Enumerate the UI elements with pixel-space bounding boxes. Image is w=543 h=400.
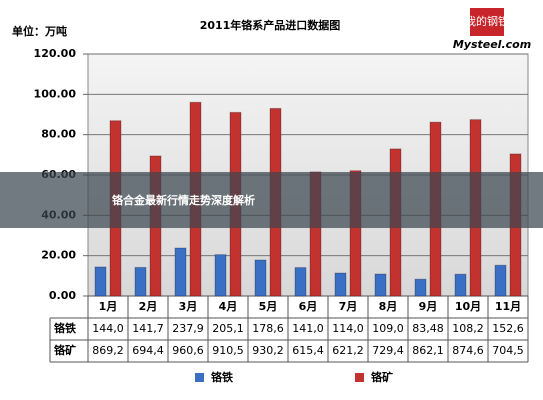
y-tick-label: 100.00 (34, 87, 77, 100)
legend-swatch (355, 373, 364, 382)
logo-bottom: Mysteel.com (453, 38, 531, 51)
table-cell: 960,6 (172, 344, 204, 357)
bar (374, 273, 387, 297)
x-tick-label: 8月 (379, 300, 398, 313)
table-cell: 694,4 (132, 344, 164, 357)
table-cell: 874,6 (452, 344, 484, 357)
table-cell: 910,5 (212, 344, 244, 357)
banner-text: 铬合金最新行情走势深度解析 (112, 193, 255, 207)
table-cell: 108,2 (452, 322, 484, 335)
y-tick-label: 0.00 (49, 289, 76, 302)
x-tick-label: 3月 (179, 300, 198, 313)
table-cell: 144,0 (92, 322, 124, 335)
table-cell: 930,2 (252, 344, 284, 357)
bar (214, 254, 227, 297)
x-tick-label: 11月 (495, 300, 521, 313)
table-cell: 615,4 (292, 344, 324, 357)
bar (134, 266, 147, 297)
chart-title: 2011年铬系产品进口数据图 (200, 18, 341, 32)
table-cell: 205,1 (212, 322, 244, 335)
table-row-header: 铬铁 (54, 321, 76, 335)
legend-swatch (195, 373, 204, 382)
table-cell: 141,7 (132, 322, 164, 335)
bar (414, 278, 427, 297)
bar (334, 272, 347, 297)
bar (309, 171, 322, 297)
x-tick-label: 1月 (99, 300, 118, 313)
table-cell: 704,5 (492, 344, 524, 357)
table-cell: 83,48 (412, 322, 444, 335)
bar (494, 264, 507, 297)
bar (254, 259, 267, 297)
banner-bg (0, 172, 543, 228)
y-tick-label: 20.00 (41, 249, 76, 262)
table-cell: 237,9 (172, 322, 204, 335)
x-tick-label: 7月 (339, 300, 358, 313)
y-tick-label: 80.00 (41, 128, 76, 141)
x-tick-label: 4月 (219, 300, 238, 313)
table-cell: 152,6 (492, 322, 524, 335)
y-tick-label: 120.00 (34, 47, 77, 60)
legend-label: 铬矿 (371, 370, 393, 384)
bar (174, 247, 187, 297)
x-tick-label: 5月 (259, 300, 278, 313)
bar (454, 273, 467, 297)
logo-top: 我的钢铁 (465, 14, 509, 28)
x-tick-label: 9月 (419, 300, 438, 313)
x-tick-label: 6月 (299, 300, 318, 313)
bar (294, 267, 307, 297)
table-row-header: 铬矿 (54, 343, 76, 357)
table-cell: 114,0 (332, 322, 364, 335)
legend-label: 铬铁 (211, 370, 233, 384)
table-cell: 178,6 (252, 322, 284, 335)
logo-box (470, 8, 504, 36)
x-tick-label: 10月 (455, 300, 481, 313)
bar (94, 266, 107, 297)
table-cell: 869,2 (92, 344, 124, 357)
table-cell: 141,0 (292, 322, 324, 335)
x-tick-label: 2月 (139, 300, 158, 313)
table-cell: 862,1 (412, 344, 444, 357)
table-cell: 729,4 (372, 344, 404, 357)
table-cell: 621,2 (332, 344, 364, 357)
unit-label: 单位：万吨 (12, 24, 67, 38)
logo: 我的钢铁 Mysteel.com (453, 8, 531, 51)
table-cell: 109,0 (372, 322, 404, 335)
bar (349, 170, 362, 297)
